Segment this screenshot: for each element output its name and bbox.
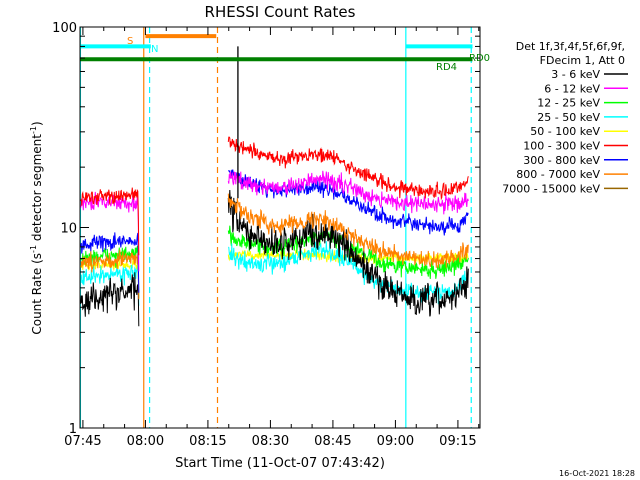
legend-label: 6 - 12 keV: [544, 82, 600, 95]
annotation-s: S: [127, 36, 133, 47]
y-tick-label: 10: [60, 222, 77, 237]
y-tick-label: 1: [69, 422, 77, 437]
y-tick-label: 100: [52, 21, 77, 36]
x-axis-title: Start Time (11-Oct-07 07:43:42): [175, 456, 385, 471]
legend-header-1: Det 1f,3f,4f,5f,6f,9f,: [516, 40, 625, 53]
x-tick-label: 07:45: [64, 434, 101, 449]
legend-label: 12 - 25 keV: [537, 97, 600, 110]
legend-label: 800 - 7000 keV: [516, 168, 600, 181]
legend-header-2: FDecim 1, Att 0: [540, 54, 625, 67]
legend: Det 1f,3f,4f,5f,6f,9f, FDecim 1, Att 0 3…: [502, 40, 628, 195]
generation-date: 16-Oct-2021 18:28: [559, 469, 635, 478]
legend-label: 300 - 800 keV: [523, 154, 600, 167]
series-line: [80, 189, 469, 327]
series-layer: [80, 46, 469, 327]
status-bars: [80, 34, 473, 62]
y-axis-title: Count Rate (s-1 detector segment-1): [29, 121, 44, 334]
legend-label: 3 - 6 keV: [551, 68, 600, 81]
x-tick-label: 08:45: [314, 434, 351, 449]
chart-title: RHESSI Count Rates: [205, 3, 356, 21]
x-tick-label: 08:30: [252, 434, 289, 449]
legend-label: 7000 - 15000 keV: [502, 182, 600, 195]
x-tick-label: 09:00: [377, 434, 414, 449]
x-tick-label: 08:00: [127, 434, 164, 449]
series-line: [80, 193, 469, 300]
annotation-rd0: RD0: [469, 53, 490, 64]
legend-label: 50 - 100 keV: [530, 125, 600, 138]
legend-label: 25 - 50 keV: [537, 111, 600, 124]
x-tick-label: 08:15: [189, 434, 226, 449]
axes: 07:45 08:00 08:15 08:30 08:45 09:00 09:15 1 10 10…: [52, 21, 480, 449]
x-tick-label: 09:15: [439, 434, 476, 449]
annotation-n: N: [151, 44, 158, 55]
legend-label: 100 - 300 keV: [523, 140, 600, 153]
annotation-rd4: RD4: [436, 62, 457, 73]
series-line: [80, 136, 469, 256]
